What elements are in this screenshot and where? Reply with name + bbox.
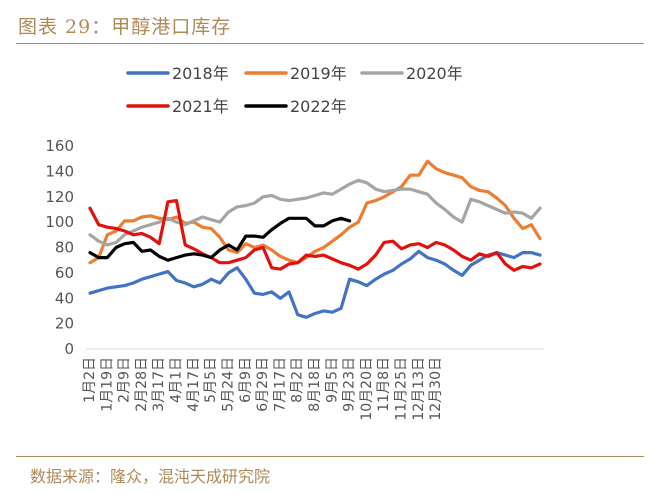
x-tick-label: 10月20日: [359, 357, 375, 421]
y-tick-label: 160: [45, 137, 74, 155]
series-line-2019年: [88, 159, 542, 265]
y-tick-label: 0: [64, 340, 74, 358]
y-tick-label: 20: [55, 315, 74, 333]
x-tick-label: 5月24日: [220, 357, 236, 412]
x-tick-label: 9月5日: [324, 357, 340, 403]
x-tick-label: 5月5日: [203, 357, 219, 403]
y-tick-label: 40: [55, 289, 74, 307]
x-tick-label: 6月29日: [255, 357, 271, 412]
source-note: 数据来源：隆众，混沌天成研究院: [30, 467, 271, 486]
y-tick-label: 140: [45, 162, 74, 180]
y-tick-label: 120: [45, 188, 74, 206]
x-tick-label: 1月2日: [82, 357, 98, 403]
x-tick-label: 4月1日: [169, 357, 185, 403]
x-tick-label: 11月8日: [376, 357, 392, 412]
series-line-2018年: [88, 249, 542, 319]
x-tick-label: 9月23日: [342, 357, 358, 412]
legend-label: 2022年: [290, 97, 347, 116]
x-tick-label: 8月2日: [290, 357, 306, 403]
source-divider: [16, 456, 644, 457]
legend-label: 2019年: [290, 64, 347, 83]
x-tick-label: 6月9日: [238, 357, 254, 403]
x-tick-label: 2月28日: [134, 357, 150, 412]
x-tick-label: 3月17日: [151, 357, 167, 412]
title-divider: [16, 43, 644, 44]
x-tick-label: 12月30日: [428, 357, 444, 421]
x-tick-label: 12月13日: [411, 357, 427, 421]
figure-title: 图表 29：甲醇港口库存: [18, 16, 232, 38]
y-tick-label: 60: [55, 264, 74, 282]
series-line-2022年: [88, 216, 352, 262]
legend-label: 2018年: [172, 64, 229, 83]
series-lines: [88, 159, 542, 319]
y-tick-label: 100: [45, 213, 74, 231]
chart-legend: 2018年 2019年 2020年 2021年 2022年: [126, 64, 463, 116]
series-line-2021年: [88, 199, 542, 272]
x-axis: 1月2日 1月19日 2月9日 2月28日 3月17日 4月1日 4月17日 5月5日 5月24…: [82, 348, 544, 421]
x-tick-label: 1月19日: [99, 357, 115, 412]
x-tick-label: 11月25日: [394, 357, 410, 421]
x-tick-label: 7月17日: [272, 357, 288, 412]
series-line-2020年: [88, 178, 542, 247]
x-tick-label: 4月17日: [186, 357, 202, 412]
legend-label: 2020年: [406, 64, 463, 83]
x-tick-label: 2月9日: [117, 357, 133, 403]
y-tick-label: 80: [55, 239, 74, 257]
legend-label: 2021年: [172, 97, 229, 116]
x-tick-label: 8月18日: [307, 357, 323, 412]
y-axis: 0 20 40 60 80 100 120 140 160: [45, 137, 74, 358]
